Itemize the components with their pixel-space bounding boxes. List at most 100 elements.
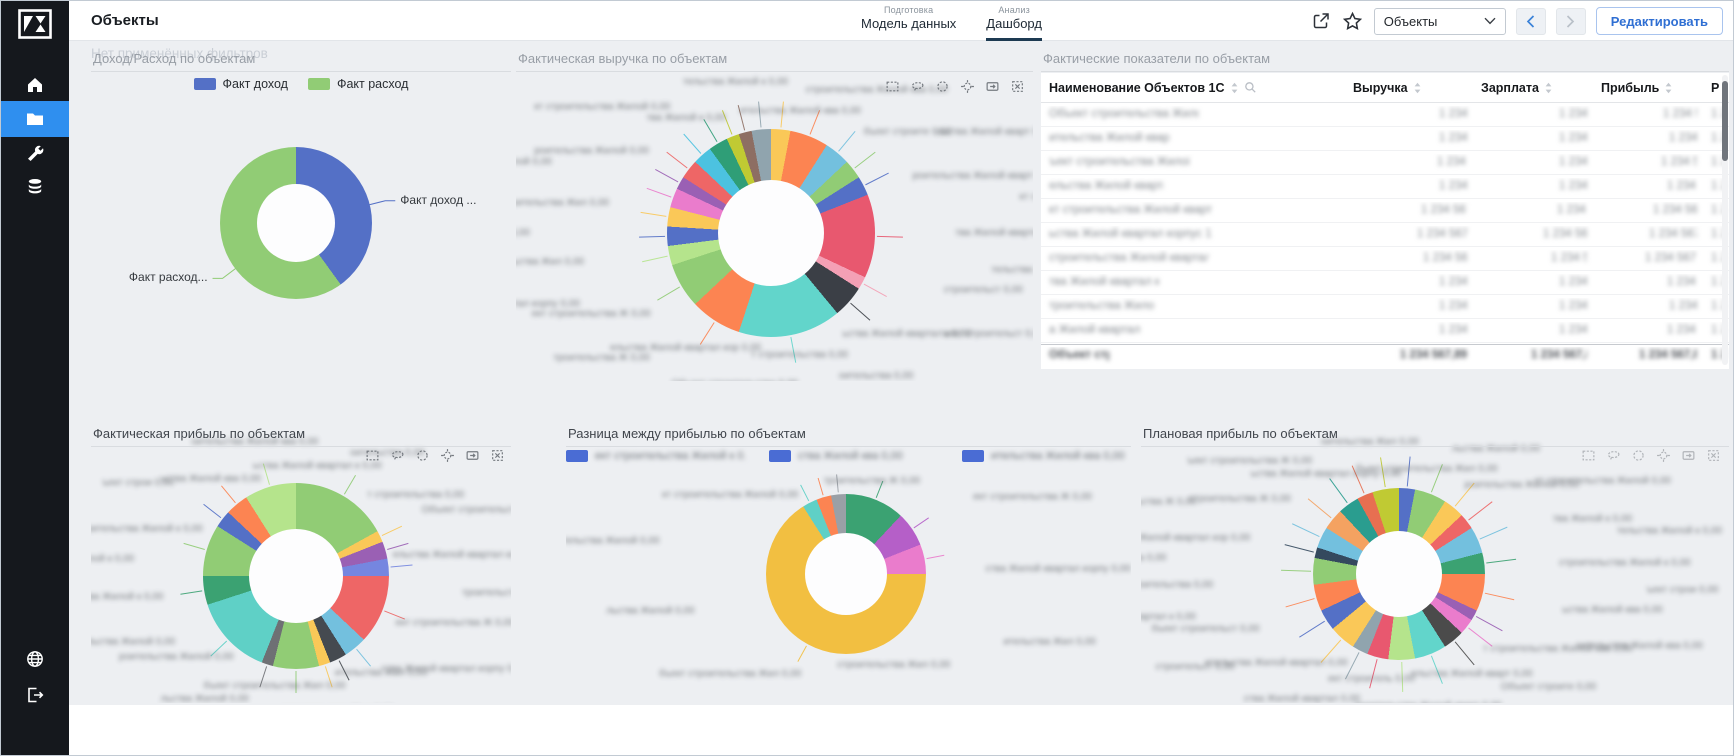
clear-selection-icon[interactable] xyxy=(1706,448,1721,463)
keep-selection-icon[interactable] xyxy=(935,79,950,94)
cell-value-redacted: 1 234 567,89 xyxy=(1543,228,1587,241)
column-header-1[interactable]: Выручка xyxy=(1345,81,1473,95)
clear-selection-icon[interactable] xyxy=(490,448,505,463)
favorite-button[interactable] xyxy=(1342,10,1364,32)
data-label-redacted: тельства Жилой к 0,00 xyxy=(91,553,135,565)
rect-select-icon[interactable] xyxy=(365,448,380,463)
data-label-redacted: тельства Жилой к 0,00 xyxy=(1616,525,1723,537)
data-label-redacted: ительства Жилой квартал 0,00 xyxy=(1204,657,1348,669)
sort-icon[interactable] xyxy=(1544,82,1553,94)
cell-value-redacted: 1 234 567,89 xyxy=(1663,108,1697,121)
table-row[interactable]: тва Жилой квартал корпус 12 1 234 567,89… xyxy=(1041,271,1729,295)
column-header-name[interactable]: Наименование Объектов 1С xyxy=(1041,81,1345,95)
rect-select-icon[interactable] xyxy=(885,79,900,94)
table-row[interactable]: строительства Жилой квартал 1 234 567,89 1… xyxy=(1041,247,1729,271)
cell-value-redacted: 1 234 567,89 xyxy=(1711,228,1725,241)
restore-icon[interactable] xyxy=(1681,448,1696,463)
expand-selection-icon[interactable] xyxy=(440,448,455,463)
tab-data-model[interactable]: Подготовка Модель данных xyxy=(861,5,957,31)
legend-item[interactable]: Факт доход xyxy=(193,77,288,91)
sidebar-item-language[interactable] xyxy=(1,641,69,677)
cell-value-redacted: 1 234 567,89 xyxy=(1559,180,1587,193)
data-label-redacted: кт строительства Жилой 0,00 xyxy=(534,101,671,113)
table-row[interactable]: ъект строительства Жилой ква 1 234 567,89… xyxy=(1041,151,1729,175)
lasso-select-icon[interactable] xyxy=(390,448,405,463)
widget-planned-profit: Плановая прибыль по объектам бъект строи… xyxy=(1141,424,1729,703)
leader-lines xyxy=(1281,456,1517,692)
widget-actual-indicators: Фактические показатели по объектам Наиме… xyxy=(1041,49,1729,381)
table-header-row: Наименование Объектов 1С Выручка Зарплата П… xyxy=(1041,73,1729,103)
forward-button[interactable] xyxy=(1555,7,1586,35)
expand-selection-icon[interactable] xyxy=(960,79,975,94)
rect-select-icon[interactable] xyxy=(1581,448,1596,463)
chart-toolbox xyxy=(1581,448,1721,463)
clear-selection-icon[interactable] xyxy=(1010,79,1025,94)
legend-item[interactable]: ства Жилой ква 0,00 xyxy=(769,450,938,462)
table-row[interactable]: троительства Жилой квартал к 1 234 567,89… xyxy=(1041,295,1729,319)
dashboard-select[interactable]: Объекты xyxy=(1373,7,1506,35)
sidebar-item-tools[interactable] xyxy=(1,135,69,171)
lasso-select-icon[interactable] xyxy=(910,79,925,94)
cell-value-redacted: 1 234 567,89 xyxy=(1559,276,1587,289)
legend-label-redacted: ект строительства Жилой к 0,00 xyxy=(595,450,745,462)
cell-value-redacted: 1 234 567,89 xyxy=(1711,108,1725,121)
sort-icon[interactable] xyxy=(1664,82,1673,94)
edit-button[interactable]: Редактировать xyxy=(1595,7,1723,35)
table-row[interactable]: а Жилой квартал корпус 12 до 1 234 567,89… xyxy=(1041,319,1729,343)
expand-selection-icon[interactable] xyxy=(1656,448,1671,463)
total-value-redacted: 1 234 567,89 xyxy=(1531,349,1587,362)
cell-value-redacted: 1 234 567,89 xyxy=(1439,276,1467,289)
back-button[interactable] xyxy=(1515,7,1546,35)
search-icon[interactable] xyxy=(1244,81,1257,94)
donut-chart-income-expense: Факт доход ... Факт расход... xyxy=(91,49,511,381)
data-label-redacted: ьства Жилой ква 0,00 xyxy=(1562,604,1663,616)
column-header-2[interactable]: Зарплата xyxy=(1473,81,1593,95)
leader-lines xyxy=(639,101,903,363)
total-value-redacted: 1 234 567,89 xyxy=(1711,349,1725,362)
keep-selection-icon[interactable] xyxy=(415,448,430,463)
legend-item[interactable]: ект строительства Жилой к 0,00 xyxy=(566,450,745,462)
restore-icon[interactable] xyxy=(985,79,1000,94)
share-button[interactable] xyxy=(1310,10,1332,32)
cell-value-redacted: 1 234 567,89 xyxy=(1423,252,1467,265)
dashboard-canvas: Нет применённых фильтров Доход/Расход по… xyxy=(69,41,1733,705)
lasso-select-icon[interactable] xyxy=(1606,448,1621,463)
cell-name-redacted: ельства Жилой квартал корпус xyxy=(1049,180,1164,193)
sort-icon[interactable] xyxy=(1413,82,1422,94)
column-header-3[interactable]: Прибыль xyxy=(1593,81,1703,95)
table-row[interactable]: кт строительства Жилой кварт 1 234 567,89… xyxy=(1041,199,1729,223)
content-area: Нет применённых фильтров Доход/Расход по… xyxy=(69,41,1733,755)
sidebar-item-home[interactable] xyxy=(1,67,69,103)
cell-value-redacted: 1 234 567,89 xyxy=(1439,108,1467,121)
keep-selection-icon[interactable] xyxy=(1631,448,1646,463)
table-row[interactable]: ительства Жилой квартал корп 1 234 567,89… xyxy=(1041,127,1729,151)
data-label-redacted: ельства Жилой квартал кор 0,00 xyxy=(392,549,511,561)
header-actions: Объекты Редактировать xyxy=(1310,1,1723,41)
data-label-redacted: ства Жилой квартал корпу 0,00 xyxy=(985,563,1131,575)
data-label-redacted: оительства Жилой ква 0,00 xyxy=(191,436,319,448)
restore-icon[interactable] xyxy=(465,448,480,463)
cell-value-redacted: 1 234 567,89 xyxy=(1645,252,1697,265)
table-row[interactable]: ельства Жилой квартал корпус 1 234 567,89… xyxy=(1041,175,1729,199)
sort-icon[interactable] xyxy=(1230,82,1239,94)
data-label-redacted: бъект строительства Жил 0,00 xyxy=(203,680,346,692)
share-icon xyxy=(1313,13,1329,29)
table-row[interactable]: Объект строительства Жилой к 1 234 567,89… xyxy=(1041,103,1729,127)
data-label-redacted: кт строительства Жилой 0,00 xyxy=(662,489,799,501)
scrollbar-thumb[interactable] xyxy=(1722,81,1728,161)
data-label-redacted: строительст 0,00 xyxy=(943,284,1023,296)
data-label-redacted: тва Жилой к 0,00 xyxy=(1552,513,1633,525)
table-total-row: Объект стр 1 234 567,89 1 234 567,89 1 234 … xyxy=(1041,344,1729,366)
data-label-redacted: бъект строительст 0,00 xyxy=(1151,623,1260,635)
cell-value-redacted: 1 234 567,89 xyxy=(1417,228,1467,241)
donut-hole xyxy=(1356,531,1442,617)
legend-item[interactable]: Факт расход xyxy=(307,77,408,91)
sidebar-item-data[interactable] xyxy=(1,169,69,205)
folder-icon xyxy=(27,113,43,125)
tab-dashboard[interactable]: Анализ Дашборд xyxy=(986,1,1042,41)
column-header-4[interactable]: Р xyxy=(1703,81,1729,95)
legend-item[interactable]: ительства Жилой ква 0,00 xyxy=(962,450,1131,462)
table-row[interactable]: ьства Жилой квартал корпус 1 1 234 567,89… xyxy=(1041,223,1729,247)
sidebar-item-projects[interactable] xyxy=(1,101,69,137)
sidebar-item-logout[interactable] xyxy=(1,677,69,713)
